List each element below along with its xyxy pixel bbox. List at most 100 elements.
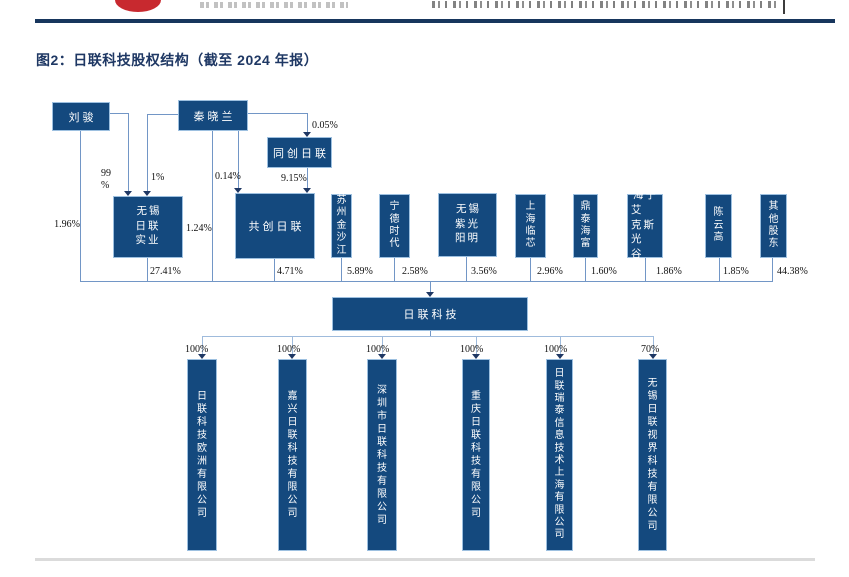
connector-line xyxy=(128,113,129,191)
connector-line xyxy=(274,259,275,281)
node-dingtai-haifu: 鼎 泰 海 富 xyxy=(573,194,598,258)
node-shanghai-linxin: 上 海 临 芯 xyxy=(515,194,546,258)
node-wuxi-ziguang-yangming: 无锡 紫光 阳明 xyxy=(438,193,497,257)
connector-line xyxy=(585,258,586,281)
stake-label: 4.71% xyxy=(277,266,303,277)
node-subsidiary-shenzhen: 深 圳 市 日 联 科 技 有 限 公 司 xyxy=(367,359,397,551)
connector-line xyxy=(80,281,773,282)
node-qinxiaolan: 秦晓兰 xyxy=(178,100,248,131)
org-node-label: 共创日联 xyxy=(248,221,305,233)
org-node-label: 深 圳 市 日 联 科 技 有 限 公 司 xyxy=(377,384,387,526)
node-tongchuang-rilian: 同创日联 xyxy=(267,137,332,168)
node-haining-aikesi-guanggu: 海宁艾 克斯光 谷 xyxy=(627,190,663,260)
ownership-label: 9.15% xyxy=(281,173,307,184)
ownership-label: 1.96% xyxy=(54,219,80,230)
node-suzhou-jinshajiang: 苏 州 金 沙 江 xyxy=(331,194,352,258)
connector-arrow xyxy=(234,188,242,193)
connector-line xyxy=(772,258,773,281)
stake-label: 1.86% xyxy=(656,266,682,277)
ownership-label: 0.14% xyxy=(215,171,241,182)
org-node-label: 海宁艾 克斯光 谷 xyxy=(631,189,658,261)
connector-arrow xyxy=(378,354,386,359)
node-subsidiary-shijie: 无 锡 日 联 视 界 科 技 有 限 公 司 xyxy=(638,359,667,551)
node-liujun: 刘骏 xyxy=(52,102,110,131)
ownership-label: 0.05% xyxy=(312,120,338,131)
connector-line xyxy=(147,258,148,281)
stake-label: 100% xyxy=(460,344,484,355)
stake-label: 100% xyxy=(185,344,209,355)
node-subsidiary-ruitai-shanghai: 日 联 瑞 泰 信 息 技 术 上 海 有 限 公 司 xyxy=(546,359,573,551)
org-node-label: 日 联 科 技 欧 洲 有 限 公 司 xyxy=(197,391,207,519)
connector-line xyxy=(476,336,477,354)
node-subsidiary-jiaxing: 嘉 兴 日 联 科 技 有 限 公 司 xyxy=(278,359,307,551)
node-wuxi-rilian-industrial: 无锡 日联 实业 xyxy=(113,196,183,258)
org-node-label: 苏 州 金 沙 江 xyxy=(336,195,347,256)
org-node-label: 重 庆 日 联 科 技 有 限 公 司 xyxy=(471,391,481,519)
stake-label: 100% xyxy=(277,344,301,355)
ownership-label: 1.24% xyxy=(186,223,212,234)
connector-arrow xyxy=(303,188,311,193)
header-divider-tick xyxy=(783,0,785,14)
connector-line xyxy=(307,168,308,188)
org-node-label: 其 他 股 东 xyxy=(768,201,779,250)
connector-line xyxy=(394,258,395,281)
stake-label: 100% xyxy=(544,344,568,355)
connector-line xyxy=(430,331,431,336)
connector-arrow xyxy=(556,354,564,359)
org-node-label: 同创日联 xyxy=(273,147,329,160)
org-node-label: 无锡 日联 实业 xyxy=(135,205,162,247)
stake-label: 27.41% xyxy=(150,266,181,277)
connector-line xyxy=(530,258,531,281)
stake-label: 1.60% xyxy=(591,266,617,277)
org-node-label: 无 锡 日 联 视 界 科 技 有 限 公 司 xyxy=(647,378,658,532)
org-node-label: 日联科技 xyxy=(403,309,460,321)
connector-line xyxy=(430,282,431,292)
header-rule xyxy=(35,19,835,23)
org-node-label: 日 联 瑞 泰 信 息 技 术 上 海 有 限 公 司 xyxy=(554,368,565,541)
stake-label: 70% xyxy=(641,344,660,355)
connector-arrow xyxy=(426,292,434,297)
node-ningde-shidai: 宁 德 时 代 xyxy=(379,194,410,258)
figure-caption: 图2：日联科技股权结构（截至 2024 年报） xyxy=(36,52,319,68)
header-title-clipped-text xyxy=(432,1,776,8)
org-node-label: 鼎 泰 海 富 xyxy=(580,201,591,250)
connector-line xyxy=(212,131,213,281)
connector-line xyxy=(653,336,654,354)
connector-line xyxy=(248,113,307,114)
node-chen-yungao: 陈 云 高 xyxy=(705,194,732,258)
ownership-label: 99 % xyxy=(101,168,111,191)
org-node-label: 陈 云 高 xyxy=(713,207,724,244)
connector-line xyxy=(147,114,178,115)
stake-label: 2.58% xyxy=(402,266,428,277)
stake-label: 5.89% xyxy=(347,266,373,277)
connector-line xyxy=(110,113,128,114)
brand-logo-partial-icon xyxy=(115,0,161,12)
node-subsidiary-europe: 日 联 科 技 欧 洲 有 限 公 司 xyxy=(187,359,217,551)
org-node-label: 宁 德 时 代 xyxy=(389,201,400,250)
connector-arrow xyxy=(124,191,132,196)
connector-line xyxy=(466,257,467,281)
connector-arrow xyxy=(472,354,480,359)
connector-line xyxy=(645,258,646,281)
connector-line xyxy=(202,336,653,337)
stake-label: 3.56% xyxy=(471,266,497,277)
connector-line xyxy=(382,336,383,354)
stake-label: 100% xyxy=(366,344,390,355)
connector-line xyxy=(307,113,308,132)
connector-line xyxy=(560,336,561,354)
stake-label: 1.85% xyxy=(723,266,749,277)
connector-arrow xyxy=(288,354,296,359)
brand-name-clipped-text xyxy=(200,2,348,8)
org-node-label: 无锡 紫光 阳明 xyxy=(455,203,481,245)
ownership-label: 1% xyxy=(151,172,165,183)
figure-bottom-rule xyxy=(35,558,815,561)
org-node-label: 嘉 兴 日 联 科 技 有 限 公 司 xyxy=(287,391,298,519)
org-node-label: 刘骏 xyxy=(68,111,97,124)
connector-line xyxy=(719,258,720,281)
connector-line xyxy=(238,131,239,188)
connector-line xyxy=(80,131,81,281)
connector-arrow xyxy=(198,354,206,359)
org-node-label: 秦晓兰 xyxy=(193,110,236,123)
connector-line xyxy=(341,258,342,281)
